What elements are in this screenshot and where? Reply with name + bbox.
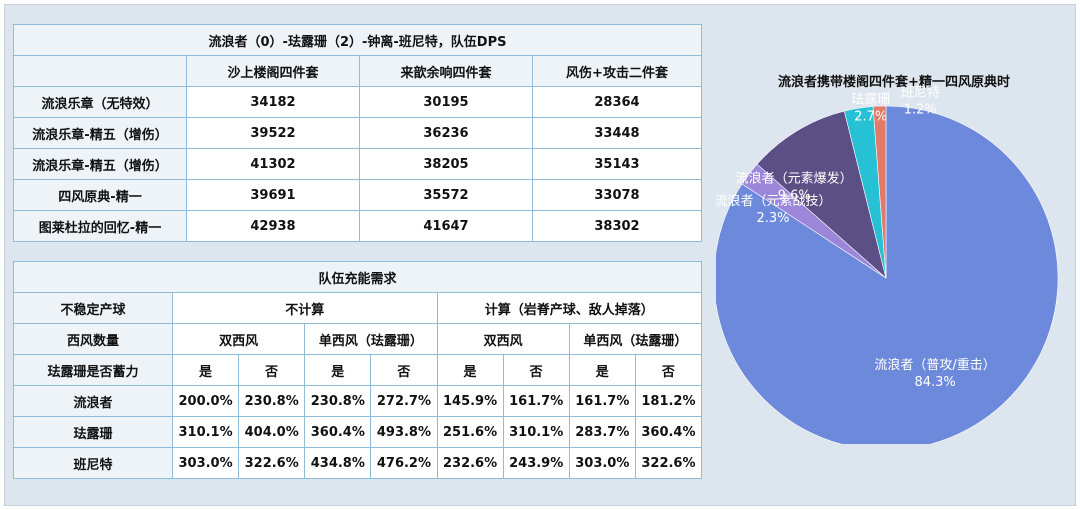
energy-cell: 493.8%	[370, 416, 438, 448]
pie-slice-name: 班尼特	[901, 86, 940, 101]
pie-slice-value: 2.7%	[854, 110, 887, 125]
energy-cell: 404.0%	[238, 416, 306, 448]
energy-cell: 230.8%	[304, 385, 372, 417]
energy-sub-header: 双西风	[171, 323, 306, 355]
energy-cell: 145.9%	[436, 385, 504, 417]
energy-table-title: 队伍充能需求	[13, 261, 702, 293]
energy-cell: 230.8%	[238, 385, 306, 417]
dps-col-header: 风伤+攻击二件套	[532, 55, 702, 87]
energy-row-header: 西风数量	[13, 323, 173, 355]
charge-label: 否	[370, 354, 438, 386]
dps-cell: 28364	[532, 86, 702, 118]
energy-cell: 476.2%	[370, 447, 438, 479]
pie-slice	[716, 105, 1059, 444]
energy-cell: 303.0%	[171, 447, 240, 479]
table-row: 四风原典-精一 39691 35572 33078	[13, 179, 702, 211]
energy-sub-header: 单西风（珐露珊）	[304, 323, 438, 355]
charge-label: 否	[634, 354, 703, 386]
dps-cell: 34182	[186, 86, 360, 118]
energy-cell: 181.2%	[634, 385, 703, 417]
energy-cell: 272.7%	[370, 385, 438, 417]
table-row: 流浪乐章-精五（增伤） 39522 36236 33448	[13, 117, 702, 149]
energy-table: 队伍充能需求 不稳定产球 不计算 计算（岩脊产球、敌人掉落） 西风数量 双西风 …	[13, 261, 703, 479]
pie-slice	[756, 110, 887, 279]
pie-chart-title: 流浪者携带楼阁四件套+精一四风原典时	[778, 74, 1010, 90]
energy-row-label: 班尼特	[13, 447, 173, 479]
energy-cell: 232.6%	[436, 447, 504, 479]
dps-row-label: 流浪乐章-精五（增伤）	[13, 148, 187, 180]
dps-corner-cell	[13, 55, 187, 87]
dps-cell: 38205	[359, 148, 533, 180]
energy-cell: 360.4%	[634, 416, 703, 448]
charge-label: 是	[304, 354, 372, 386]
dps-cell: 35572	[359, 179, 533, 211]
energy-sub-header: 双西风	[436, 323, 570, 355]
dps-cell: 39522	[186, 117, 360, 149]
energy-cell: 243.9%	[502, 447, 570, 479]
energy-cell: 310.1%	[171, 416, 240, 448]
charge-label: 否	[502, 354, 570, 386]
dps-row-label: 四风原典-精一	[13, 179, 187, 211]
dps-row-label: 流浪乐章-精五（增伤）	[13, 117, 187, 149]
charge-label: 是	[568, 354, 636, 386]
table-row: 流浪者 200.0% 230.8% 230.8% 272.7% 145.9% 1…	[13, 385, 703, 417]
energy-cell: 200.0%	[171, 385, 240, 417]
energy-row-label: 珐露珊	[13, 416, 173, 448]
dps-cell: 33078	[532, 179, 702, 211]
pie-slice-value: 1.2%	[904, 103, 937, 118]
charge-label: 是	[171, 354, 240, 386]
energy-cell: 161.7%	[502, 385, 570, 417]
pie-slice-name: 流浪者（元素爆发）	[736, 171, 853, 187]
energy-cell: 161.7%	[568, 385, 636, 417]
pie-chart: 流浪者携带楼阁四件套+精一四风原典时 流浪者（普攻/重击） 84.3% 流浪者（元素…	[716, 74, 1059, 444]
pie-slice-value: 2.3%	[756, 211, 789, 226]
dps-cell: 42938	[186, 210, 360, 242]
dps-col-header: 沙上楼阁四件套	[186, 55, 360, 87]
energy-group-header: 计算（岩脊产球、敌人掉落）	[436, 292, 702, 324]
pie-slice-name: 珐露珊	[851, 93, 890, 108]
table-row: 流浪乐章-精五（增伤） 41302 38205 35143	[13, 148, 702, 180]
dps-cell: 36236	[359, 117, 533, 149]
energy-group-header: 不计算	[172, 292, 438, 324]
energy-cell: 303.0%	[568, 447, 636, 479]
charge-label: 是	[436, 354, 504, 386]
energy-row-label: 流浪者	[13, 385, 173, 417]
charge-label: 否	[238, 354, 306, 386]
energy-cell: 283.7%	[568, 416, 636, 448]
dps-row-label: 图莱杜拉的回忆-精一	[13, 210, 187, 242]
energy-row-header: 不稳定产球	[13, 292, 173, 324]
energy-cell: 360.4%	[304, 416, 372, 448]
energy-cell: 434.8%	[304, 447, 372, 479]
pie-slice-value: 9.6%	[778, 189, 811, 204]
dps-table-title: 流浪者（0）-珐露珊（2）-钟离-班尼特，队伍DPS	[13, 24, 702, 56]
pie-slice-value: 84.3%	[914, 375, 955, 390]
dps-col-header: 来歆余响四件套	[359, 55, 533, 87]
table-row: 珐露珊 310.1% 404.0% 360.4% 493.8% 251.6% 3…	[13, 416, 703, 448]
pie-slice-name: 流浪者（普攻/重击）	[874, 357, 995, 373]
pie-slice-name: 流浪者（元素战技）	[716, 194, 831, 209]
dps-cell: 41302	[186, 148, 360, 180]
energy-cell: 310.1%	[502, 416, 570, 448]
table-row: 流浪乐章（无特效） 34182 30195 28364	[13, 86, 702, 118]
energy-cell: 322.6%	[238, 447, 306, 479]
dps-cell: 35143	[532, 148, 702, 180]
energy-row-header: 珐露珊是否蓄力	[13, 354, 173, 386]
pie-slice	[872, 105, 887, 279]
table-row: 班尼特 303.0% 322.6% 434.8% 476.2% 232.6% 2…	[13, 447, 703, 479]
energy-cell: 251.6%	[436, 416, 504, 448]
dps-row-label: 流浪乐章（无特效）	[13, 86, 187, 118]
dps-cell: 33448	[532, 117, 702, 149]
dps-cell: 41647	[359, 210, 533, 242]
dps-table: 流浪者（0）-珐露珊（2）-钟离-班尼特，队伍DPS 沙上楼阁四件套 来歆余响四…	[13, 24, 702, 242]
dps-cell: 39691	[186, 179, 360, 211]
table-row: 图莱杜拉的回忆-精一 42938 41647 38302	[13, 210, 702, 242]
dps-cell: 30195	[359, 86, 533, 118]
energy-cell: 322.6%	[634, 447, 703, 479]
dps-cell: 38302	[532, 210, 702, 242]
energy-sub-header: 单西风（珐露珊）	[568, 323, 703, 355]
